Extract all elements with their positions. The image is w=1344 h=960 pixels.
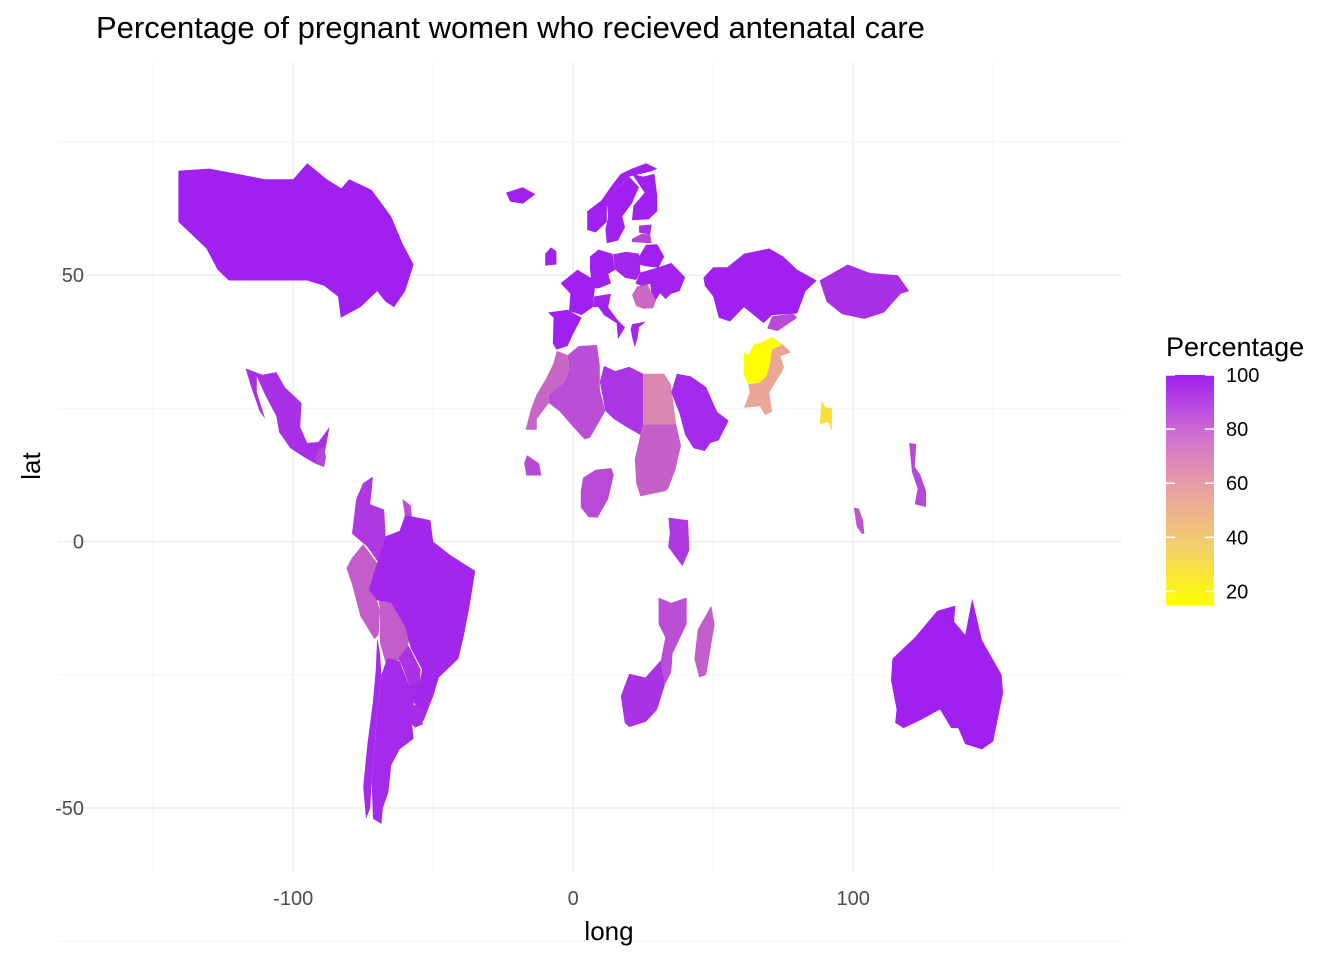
y-tick-label: -50: [55, 798, 84, 820]
y-tick-label: 50: [62, 265, 84, 287]
country-algeria: [548, 345, 606, 440]
country-peru: [346, 544, 380, 640]
country-bangladesh: [819, 400, 832, 431]
country-morocco: [536, 350, 569, 394]
country-kenya: [668, 517, 690, 567]
country-mongolia: [819, 264, 910, 319]
axis-ticks: -100 0 100 50 0 -50: [55, 265, 870, 910]
country-ireland: [545, 247, 557, 266]
x-tick-label: 100: [837, 888, 870, 910]
legend-colorbar: [1166, 375, 1214, 605]
country-malaysia: [853, 507, 865, 535]
country-south-africa: [620, 660, 665, 728]
country-philippines: [909, 443, 926, 507]
legend-tick-label: 20: [1226, 581, 1248, 603]
legend-ticks: 100 80 60 40 20: [1166, 365, 1259, 603]
country-finland: [632, 173, 658, 221]
x-axis-title: long: [584, 916, 633, 946]
country-ukraine: [635, 262, 686, 301]
country-canada: [178, 163, 414, 318]
country-italy: [592, 293, 625, 340]
country-france: [560, 269, 596, 316]
country-libya: [599, 365, 644, 435]
legend-tick-label: 60: [1226, 473, 1248, 495]
legend-tick-label: 80: [1226, 419, 1248, 441]
country-senegal: [524, 455, 542, 476]
country-estonia: [639, 224, 652, 235]
country-pakistan: [744, 344, 791, 416]
country-paraguay: [398, 645, 421, 686]
country-saudi-arabia: [671, 373, 729, 451]
country-mexico: [245, 368, 330, 464]
country-norway: [587, 163, 658, 233]
country-sweden: [605, 176, 639, 244]
x-tick-label: 0: [568, 888, 579, 910]
country-guatemala: [315, 446, 326, 467]
legend-tick-label: 40: [1226, 527, 1248, 549]
y-tick-label: 0: [73, 532, 84, 554]
country-sudan: [634, 424, 681, 497]
country-colombia: [352, 476, 386, 563]
country-greece: [630, 321, 646, 348]
chart-title: Percentage of pregnant women who recieve…: [96, 10, 925, 45]
country-argentina: [371, 658, 422, 824]
country-mozambique: [658, 597, 687, 685]
legend-tick-label: 100: [1226, 365, 1259, 387]
legend: Percentage 100 80 60 40 20: [1166, 332, 1304, 605]
country-western-sahara: [525, 394, 549, 430]
country-egypt: [643, 373, 677, 425]
x-tick-label: -100: [273, 888, 313, 910]
country-brazil: [368, 515, 476, 722]
country-latvia: [632, 233, 652, 244]
country-iceland: [506, 187, 536, 204]
legend-title: Percentage: [1166, 332, 1304, 362]
country-belarus: [639, 244, 665, 268]
y-axis-title: lat: [16, 451, 46, 479]
country-nigeria: [580, 468, 614, 518]
country-afghanistan: [743, 337, 783, 385]
country-spain: [548, 309, 582, 350]
country-shapes: [178, 163, 1003, 824]
country-australia: [891, 598, 1003, 750]
country-kazakhstan: [703, 248, 817, 324]
country-romania: [632, 284, 657, 309]
country-uruguay: [409, 702, 424, 728]
country-madagascar: [694, 605, 715, 678]
country-poland: [613, 251, 641, 280]
country-germany: [590, 249, 616, 289]
country-kyrgyzstan: [767, 313, 798, 332]
country-chile: [363, 637, 382, 819]
